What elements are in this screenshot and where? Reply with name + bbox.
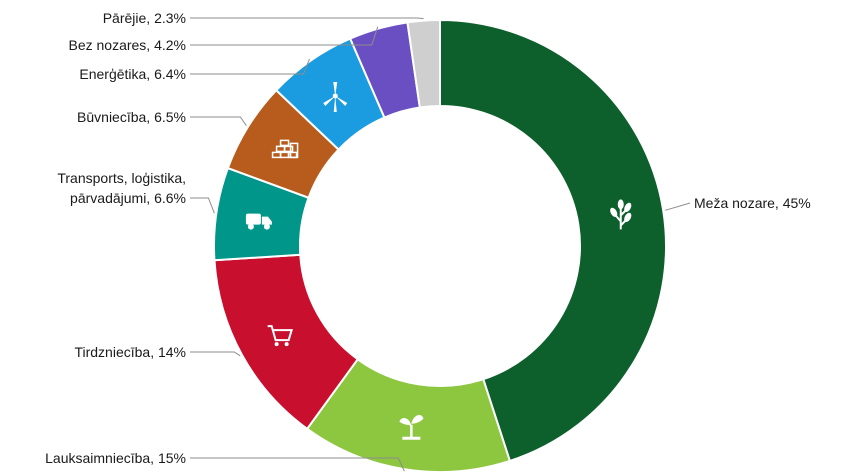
label-transports-line-2: pārvadājumi, 6.6% bbox=[70, 190, 186, 206]
slice-meza-nozare-45 bbox=[439, 18, 667, 463]
leader-energetika-6-4 bbox=[190, 58, 310, 75]
label-tirdznieciba-14: Tirdzniecība, 14% bbox=[74, 344, 186, 360]
donut-slices bbox=[213, 18, 667, 473]
leader-lauksaimnieciba-15 bbox=[190, 457, 405, 472]
slice-parejie-2-3 bbox=[406, 18, 441, 109]
leader-tirdznieciba-14 bbox=[190, 351, 241, 357]
label-transports-line-1: Transports, loģistika, bbox=[57, 170, 186, 186]
tree-branch-icon bbox=[610, 199, 632, 230]
shopping-cart-icon bbox=[267, 325, 293, 347]
label-buvnieciba-6-5: Būvniecība, 6.5% bbox=[77, 109, 186, 125]
leader-meza-nozare-45 bbox=[665, 202, 691, 211]
label-lauksaimnieciba-15: Lauksaimniecība, 15% bbox=[45, 450, 186, 466]
leader-parejie-2-3 bbox=[190, 17, 424, 20]
label-energetika-6-4: Enerģētika, 6.4% bbox=[79, 66, 186, 82]
truck-icon bbox=[245, 213, 272, 230]
bricks-icon bbox=[271, 139, 299, 159]
label-parejie-2-3: Pārējie, 2.3% bbox=[103, 10, 186, 26]
slice-labels: Meža nozare, 45% Lauksaimniecība, 15% Tird… bbox=[45, 10, 811, 466]
leader-transports bbox=[190, 197, 215, 214]
leader-buvnieciba-6-5 bbox=[190, 116, 247, 126]
leader-lines bbox=[190, 17, 691, 472]
label-meza-nozare-45: Meža nozare, 45% bbox=[694, 195, 811, 211]
slice-icons bbox=[245, 81, 632, 440]
label-bez-nozares-4-2: Bez nozares, 4.2% bbox=[68, 37, 186, 53]
wind-turbine-icon bbox=[323, 81, 348, 112]
leader-bez-nozares-4-2 bbox=[190, 26, 379, 46]
sprout-icon bbox=[399, 415, 424, 440]
